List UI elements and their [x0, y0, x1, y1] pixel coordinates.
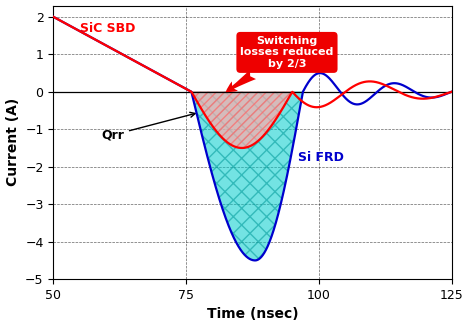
Text: SiC SBD: SiC SBD [80, 22, 135, 35]
Text: Si FRD: Si FRD [298, 151, 343, 164]
Y-axis label: Current (A): Current (A) [6, 98, 20, 186]
Text: Switching
losses reduced
by 2/3: Switching losses reduced by 2/3 [226, 36, 333, 92]
X-axis label: Time (nsec): Time (nsec) [207, 307, 298, 321]
Text: Qrr: Qrr [101, 112, 195, 142]
